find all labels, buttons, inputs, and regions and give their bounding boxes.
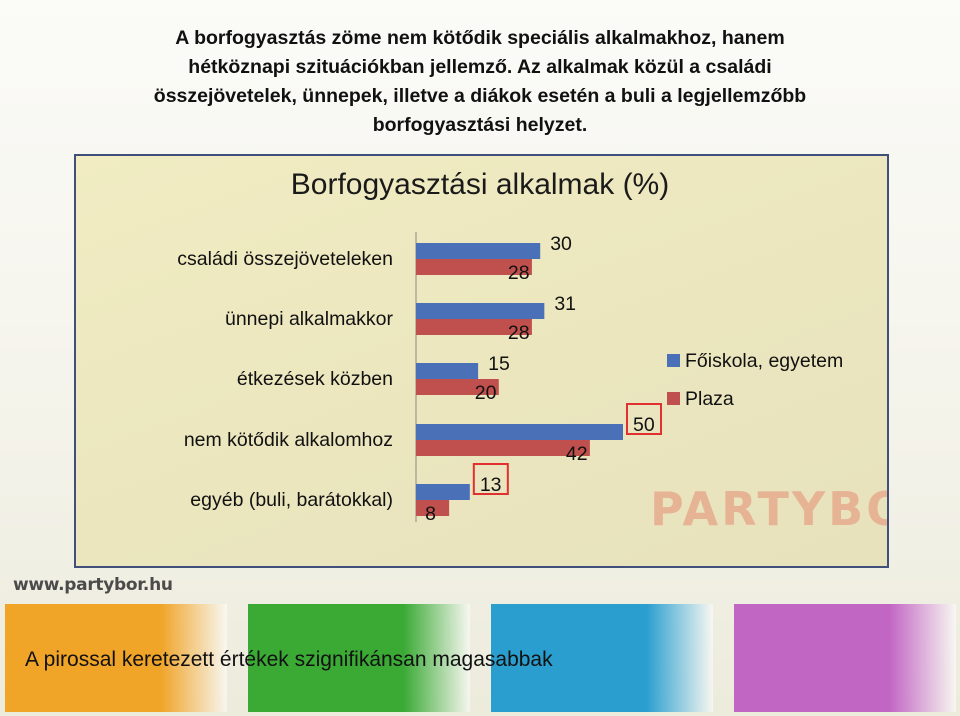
legend-label: Plaza [685, 388, 734, 410]
bar-plaza [416, 319, 532, 335]
site-url: www.partybor.hu [13, 575, 173, 595]
data-label: 8 [425, 503, 436, 525]
data-label: 13 [480, 474, 502, 496]
category-label: nem kötődik alkalomhoz [184, 429, 393, 451]
data-label: 15 [488, 353, 510, 375]
category-label: egyéb (buli, barátokkal) [190, 489, 393, 511]
category-label: étkezések közben [237, 368, 393, 390]
legend-swatch [667, 354, 680, 367]
bar-foiskola [416, 243, 541, 259]
bar-foiskola [416, 303, 545, 319]
header-text: A borfogyasztás zöme nem kötődik speciál… [40, 24, 920, 140]
chart-title: Borfogyasztási alkalmak (%) [290, 168, 670, 201]
data-label: 20 [475, 382, 497, 404]
header-line-2: hétköznapi szituációkban jellemző. Az al… [188, 56, 772, 78]
footer-color-strip-orange [5, 604, 227, 712]
bar-plaza [416, 379, 499, 395]
data-label: 50 [633, 414, 655, 436]
header-line-4: borfogyasztási helyzet. [372, 114, 588, 136]
bar-foiskola [416, 363, 479, 379]
partybor-watermark: PARTYBOR [650, 482, 887, 536]
category-label: családi összejöveteleken [177, 248, 393, 270]
bar-plaza [416, 440, 590, 456]
data-label: 42 [566, 443, 588, 465]
significance-box [472, 463, 509, 495]
footer-color-strip-purple [734, 604, 956, 712]
category-label: ünnepi alkalmakkor [225, 308, 394, 330]
significance-box [626, 403, 662, 435]
footer-color-strip-green [248, 604, 470, 712]
bar-foiskola [416, 424, 623, 440]
data-label: 28 [508, 322, 530, 344]
data-label: 31 [554, 293, 576, 315]
legend-swatch [667, 392, 680, 405]
bar-plaza [416, 259, 532, 275]
legend-label: Főiskola, egyetem [685, 350, 843, 372]
header-line-1: A borfogyasztás zöme nem kötődik speciál… [175, 27, 785, 49]
footnote: A pirossal keretezett értékek szignifiká… [25, 648, 553, 671]
data-label: 30 [550, 233, 572, 255]
bar-plaza [416, 500, 450, 516]
chart-frame: PARTYBOR [74, 154, 889, 568]
header-line-3: összejövetelek, ünnepek, illetve a diáko… [153, 85, 807, 107]
footer-color-strip-blue [491, 604, 713, 712]
data-label: 28 [508, 262, 530, 284]
bar-foiskola [416, 484, 470, 500]
